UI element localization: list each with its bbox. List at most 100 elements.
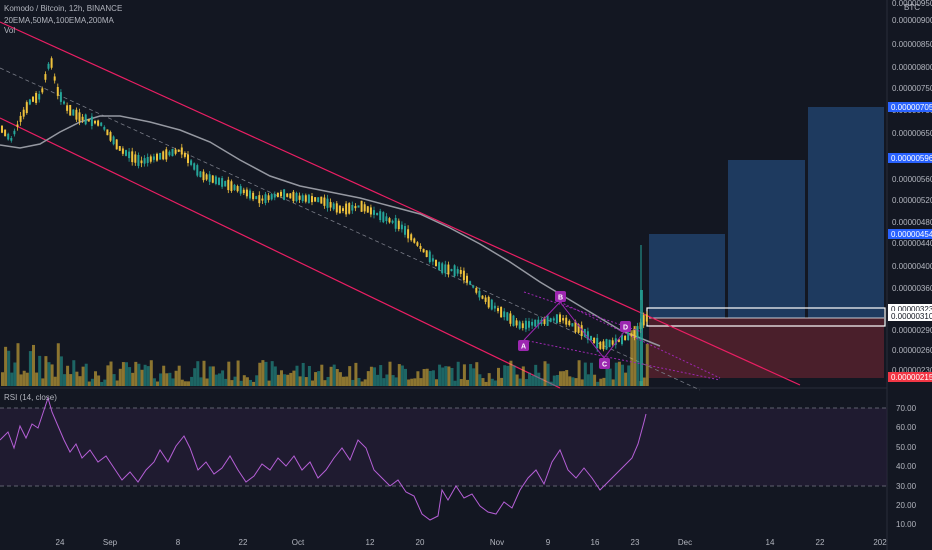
candle-body [106, 129, 109, 136]
candle-body [481, 295, 484, 299]
pattern-lines [523, 301, 625, 359]
rsi-tick-label: 40.00 [896, 462, 917, 471]
volume-bar [583, 362, 587, 386]
volume-bar [264, 361, 268, 386]
candle-body [295, 193, 298, 202]
volume-bar [540, 378, 544, 386]
pattern-point-b: B [555, 291, 566, 302]
candle-body [63, 101, 65, 104]
channel-upper [0, 21, 801, 386]
volume-bar [590, 362, 593, 386]
candle-body [605, 339, 608, 350]
volume-bar [63, 374, 66, 386]
volume-bar [602, 377, 606, 386]
candle-body [168, 151, 171, 156]
price-badge: 0.00000454 [888, 229, 932, 239]
volume-bar [490, 378, 494, 386]
price-tick-label: 0.00000900 [892, 16, 932, 25]
candle-body [617, 339, 620, 342]
candle-body [193, 163, 196, 170]
volume-bar [506, 365, 510, 386]
candle-body [298, 195, 301, 200]
volume-bar [345, 376, 349, 386]
volume-bar [500, 377, 504, 386]
candle-body [112, 136, 115, 145]
volume-bar [586, 374, 590, 386]
candle-body [354, 206, 357, 209]
volume-bar [292, 370, 296, 386]
candle-body [537, 319, 540, 326]
volume-bar [469, 364, 473, 386]
volume-bar [261, 360, 265, 386]
time-tick-label: 22 [239, 538, 248, 547]
candle-body [224, 180, 227, 187]
rsi-axis[interactable]: 70.00 60.00 50.00 40.00 30.00 20.00 10.00 [896, 404, 917, 529]
time-axis[interactable]: 24 Sep 8 22 Oct 12 20 Nov 9 16 23 Dec 14 22 202 [56, 538, 888, 547]
candle-body [311, 196, 313, 203]
volume-bar [249, 379, 252, 386]
price-badge-label: 0.00000596 [891, 154, 932, 163]
price-badge-label: 0.00000323 [891, 305, 932, 314]
volume-bar [35, 372, 39, 386]
price-badge: 0.00000323 [888, 304, 932, 314]
candle-body [66, 105, 69, 111]
candle-body [214, 176, 217, 184]
candle-body [338, 205, 341, 214]
candle-body [428, 251, 431, 263]
volume-bar [487, 373, 491, 386]
candle-body [134, 154, 137, 163]
volume-bar [273, 366, 277, 386]
candle-body [472, 285, 475, 288]
price-tick-label: 0.00000230 [892, 366, 932, 375]
volume-bar [546, 363, 550, 386]
volume-bar [112, 374, 116, 386]
volume-bar [7, 350, 11, 386]
volume-bar [466, 379, 469, 386]
volume-bar [44, 356, 48, 386]
candle-body [515, 320, 518, 326]
candle-body [534, 319, 537, 327]
volume-bar [366, 371, 370, 386]
volume-bar [326, 376, 330, 386]
price-tick-label: 0.00000260 [892, 346, 932, 355]
candle-body [614, 338, 617, 345]
volume-bar [295, 365, 299, 386]
volume-bar [286, 374, 290, 386]
volume-bar [382, 378, 386, 386]
candle-body [497, 308, 499, 312]
candle-body [317, 197, 320, 203]
volume-bar [183, 381, 187, 386]
volume-bar [410, 378, 414, 386]
pattern-point-c: C [599, 358, 610, 369]
volume-bar [224, 378, 228, 386]
volume-bar [28, 351, 32, 386]
candle-body [326, 198, 329, 208]
pattern-ext-3 [523, 291, 643, 333]
volume-bar [187, 381, 190, 386]
price-badge: 0.00000596 [888, 153, 932, 163]
candle-body [128, 151, 131, 159]
candle-body [69, 104, 72, 116]
volume-bar [10, 372, 14, 386]
time-tick-label: 16 [591, 538, 600, 547]
volume-bar [338, 372, 342, 386]
volume-bar [320, 364, 324, 386]
candle-body [552, 318, 555, 321]
candle-body [10, 137, 13, 141]
volume-bar [177, 365, 181, 386]
volume-bar [258, 362, 262, 386]
candle-body [103, 126, 106, 130]
candle-body [503, 311, 506, 318]
candle-body [174, 149, 177, 154]
volume-bar [16, 343, 20, 386]
volume-bar [524, 379, 528, 386]
volume-bar [438, 364, 442, 386]
candle-body [400, 224, 403, 230]
volume-bar [53, 376, 57, 386]
candle-body [500, 306, 503, 318]
volume-bar [351, 379, 355, 386]
volume-bar [78, 376, 82, 386]
volume-bar [400, 365, 404, 386]
volume-bar [233, 376, 237, 386]
